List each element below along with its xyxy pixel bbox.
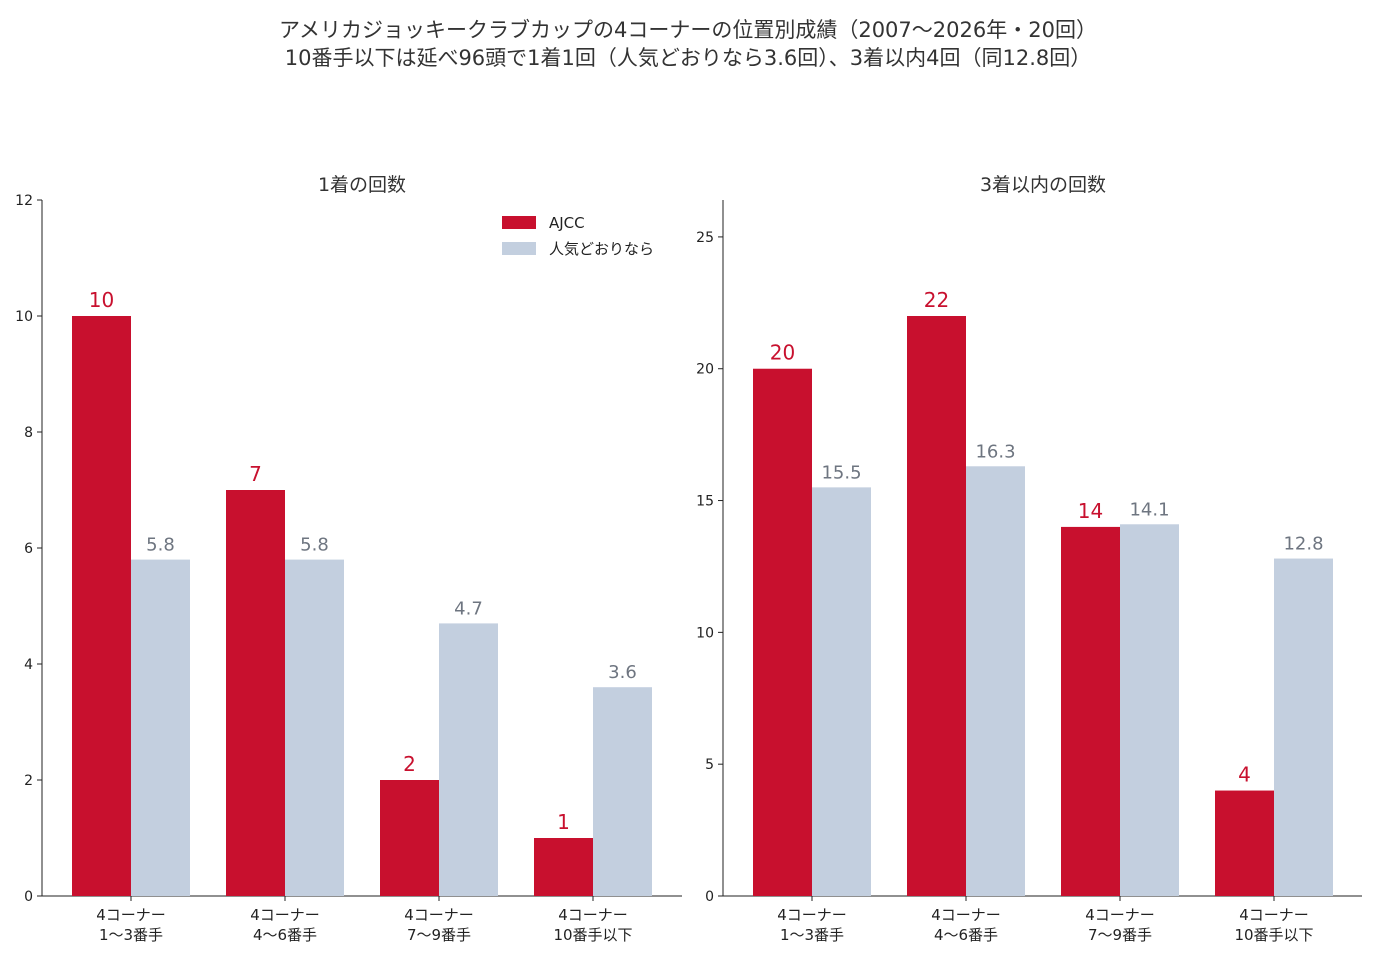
- x-tick-label-line: 4コーナー: [1085, 906, 1155, 924]
- y-tick-label: 15: [696, 494, 714, 510]
- data-label-expected: 5.8: [300, 535, 329, 556]
- data-label-expected: 15.5: [821, 462, 861, 483]
- legend-swatch-ajcc: [502, 216, 536, 229]
- panel-title: 3着以内の回数: [980, 174, 1106, 196]
- y-tick-label: 4: [24, 657, 33, 673]
- bar-ajcc: [72, 316, 131, 896]
- data-label-ajcc: 14: [1078, 499, 1103, 523]
- x-tick-label: 4コーナー 10番手以下: [1234, 906, 1313, 944]
- bar-expected: [966, 466, 1025, 896]
- x-tick-label: 4コーナー 1〜3番手: [96, 906, 166, 944]
- bar-ajcc: [907, 316, 966, 896]
- data-label-expected: 4.7: [454, 598, 483, 619]
- data-label-ajcc: 20: [770, 341, 795, 365]
- x-tick-label: 4コーナー 4〜6番手: [931, 906, 1001, 944]
- y-tick-label: 5: [705, 757, 714, 773]
- x-tick-label-line: 4コーナー: [250, 906, 320, 924]
- bar-ajcc: [1061, 526, 1120, 896]
- y-tick-label: 10: [696, 625, 714, 641]
- legend-label-expected: 人気どおりなら: [549, 240, 654, 258]
- data-label-expected: 3.6: [608, 662, 637, 683]
- y-tick-label: 25: [696, 230, 714, 246]
- data-label-expected: 5.8: [146, 535, 175, 556]
- data-label-ajcc: 22: [924, 288, 949, 312]
- x-tick-label-line: 7〜9番手: [1088, 926, 1152, 944]
- y-tick-label: 0: [705, 889, 714, 905]
- x-tick-label-line: 1〜3番手: [99, 926, 163, 944]
- x-tick-label: 4コーナー 7〜9番手: [404, 906, 474, 944]
- x-tick-label-line: 4コーナー: [558, 906, 628, 924]
- legend: AJCC 人気どおりなら: [502, 214, 654, 258]
- x-tick-label-line: 10番手以下: [1234, 926, 1313, 944]
- x-tick-label: 4コーナー 7〜9番手: [1085, 906, 1155, 944]
- x-tick-label-line: 1〜3番手: [780, 926, 844, 944]
- y-tick-label: 2: [24, 773, 33, 789]
- x-tick-label-line: 4〜6番手: [934, 926, 998, 944]
- data-label-ajcc: 2: [403, 752, 416, 776]
- bar-expected: [593, 687, 652, 896]
- legend-label-ajcc: AJCC: [549, 214, 585, 232]
- data-label-expected: 14.1: [1129, 499, 1169, 520]
- panel-title: 1着の回数: [318, 174, 406, 196]
- x-tick-label-line: 4〜6番手: [253, 926, 317, 944]
- x-tick-label-line: 4コーナー: [1239, 906, 1309, 924]
- data-label-ajcc: 10: [89, 288, 114, 312]
- y-tick-label: 8: [24, 425, 33, 441]
- data-label-ajcc: 4: [1238, 763, 1251, 787]
- x-tick-label-line: 10番手以下: [553, 926, 632, 944]
- bar-ajcc: [380, 780, 439, 896]
- bar-expected: [439, 623, 498, 896]
- bar-ajcc: [1215, 790, 1274, 896]
- x-tick-label-line: 4コーナー: [777, 906, 847, 924]
- bar-expected: [1120, 524, 1179, 896]
- x-tick-label-line: 4コーナー: [404, 906, 474, 924]
- y-tick-label: 12: [15, 193, 33, 209]
- data-label-expected: 12.8: [1283, 534, 1323, 555]
- x-tick-label: 4コーナー 10番手以下: [553, 906, 632, 944]
- y-tick-label: 6: [24, 541, 33, 557]
- y-tick-label: 10: [15, 309, 33, 325]
- bar-ajcc: [753, 368, 812, 896]
- chart-title-line-1: アメリカジョッキークラブカップの4コーナーの位置別成績（2007〜2026年・2…: [279, 18, 1097, 42]
- bar-expected: [285, 559, 344, 896]
- bar-expected: [1274, 558, 1333, 896]
- bar-expected: [131, 559, 190, 896]
- bar-ajcc: [534, 838, 593, 896]
- y-tick-label: 20: [696, 362, 714, 378]
- chart-title-line-2: 10番手以下は延べ96頭で1着1回（人気どおりなら3.6回）、3着以内4回（同1…: [284, 46, 1092, 70]
- bar-expected: [812, 487, 871, 896]
- x-tick-label: 4コーナー 4〜6番手: [250, 906, 320, 944]
- data-label-expected: 16.3: [975, 441, 1015, 462]
- legend-swatch-expected: [502, 242, 536, 255]
- data-label-ajcc: 1: [557, 810, 570, 834]
- x-tick-label-line: 7〜9番手: [407, 926, 471, 944]
- x-tick-label-line: 4コーナー: [931, 906, 1001, 924]
- panel-top3: 3着以内の回数 0 5 10 15 20 25 20 15.5 4コーナー 1〜3番手 22 16.3 4…: [696, 174, 1362, 944]
- bar-ajcc: [226, 490, 285, 896]
- y-tick-label: 0: [24, 889, 33, 905]
- data-label-ajcc: 7: [249, 462, 262, 486]
- x-tick-label-line: 4コーナー: [96, 906, 166, 924]
- x-tick-label: 4コーナー 1〜3番手: [777, 906, 847, 944]
